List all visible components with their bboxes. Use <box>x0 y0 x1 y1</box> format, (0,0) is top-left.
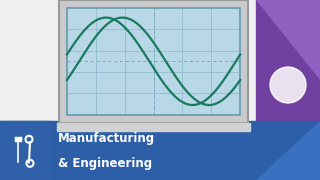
FancyBboxPatch shape <box>59 0 248 123</box>
Bar <box>67 8 240 115</box>
Bar <box>0 121 50 180</box>
Circle shape <box>270 67 306 103</box>
Text: & Engineering: & Engineering <box>58 157 152 170</box>
Polygon shape <box>256 0 320 80</box>
Text: Manufacturing: Manufacturing <box>58 132 155 145</box>
Bar <box>67 8 240 115</box>
Bar <box>256 0 320 180</box>
Polygon shape <box>256 121 320 180</box>
Bar <box>0 121 320 180</box>
Bar <box>57 123 250 131</box>
